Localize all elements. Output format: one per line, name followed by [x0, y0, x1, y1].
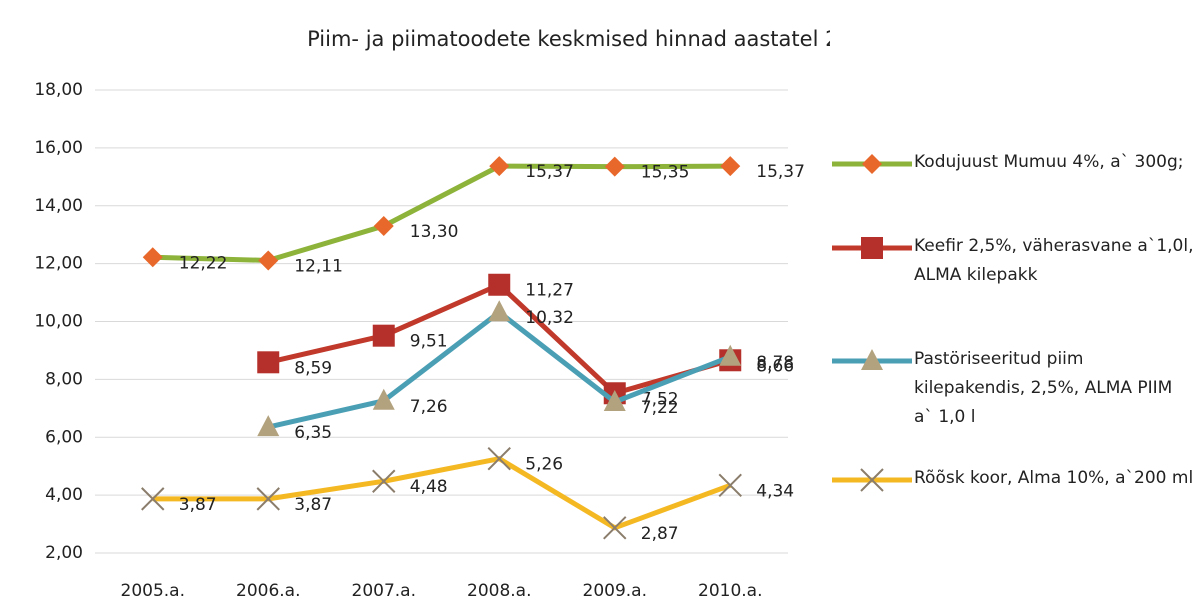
- legend-item: Kodujuust Mumuu 4%, a` 300g;: [830, 148, 1197, 177]
- data-label: 12,22: [179, 253, 228, 273]
- data-label: 2,87: [641, 524, 679, 544]
- marker: [372, 324, 395, 347]
- x-tick-label: 2009.a.: [583, 581, 648, 601]
- x-tick-label: 2006.a.: [236, 581, 301, 601]
- legend-label: Kodujuust Mumuu 4%, a` 300g;: [914, 152, 1184, 172]
- data-label: 7,26: [410, 397, 448, 417]
- data-label: 5,26: [525, 455, 563, 475]
- marker: [861, 349, 883, 370]
- legend-swatch: [832, 154, 912, 174]
- data-label: 7,22: [641, 398, 679, 418]
- x-tick-label: 2010.a.: [698, 581, 763, 601]
- marker: [256, 487, 280, 511]
- marker: [372, 388, 395, 410]
- marker: [603, 516, 627, 540]
- y-tick-label: 18,00: [34, 80, 83, 100]
- legend-item: Keefir 2,5%, väherasvane a`1,0l, ALMA ki…: [830, 232, 1197, 290]
- y-tick-label: 16,00: [34, 138, 83, 158]
- chart: Piim- ja piimatoodete keskmised hinnad a…: [34, 27, 953, 601]
- marker: [258, 250, 279, 271]
- legend-swatch: [832, 349, 912, 370]
- marker: [860, 468, 884, 492]
- y-tick-label: 6,00: [45, 427, 83, 447]
- marker: [487, 446, 511, 471]
- legend-swatch: [832, 468, 912, 492]
- y-tick-label: 4,00: [45, 485, 83, 505]
- x-tick-label: 2008.a.: [467, 581, 532, 601]
- data-label: 4,48: [410, 477, 448, 497]
- data-label: 8,59: [294, 358, 332, 378]
- data-label: 12,11: [294, 256, 343, 276]
- marker: [603, 389, 626, 411]
- marker: [372, 469, 396, 493]
- data-label: 3,87: [294, 495, 332, 515]
- legend-label: Keefir 2,5%, väherasvane a`1,0l, ALMA ki…: [914, 236, 1194, 285]
- data-label: 4,34: [756, 481, 794, 501]
- marker: [861, 237, 883, 259]
- data-label: 10,32: [525, 308, 574, 328]
- y-tick-label: 8,00: [45, 369, 83, 389]
- marker: [489, 156, 510, 177]
- series-line: [152, 163, 731, 263]
- marker: [257, 415, 280, 437]
- data-label: 7,52: [641, 389, 679, 409]
- marker: [488, 273, 511, 296]
- chart-title: Piim- ja piimatoodete keskmised hinnad a…: [307, 27, 830, 51]
- data-label: 11,27: [525, 281, 574, 301]
- data-label: 9,51: [410, 332, 448, 352]
- legend-label: Pastöriseeritud piim kilepakendis, 2,5%,…: [914, 349, 1173, 427]
- data-label: 15,37: [525, 162, 574, 182]
- legend-label: Rõõsk koor, Alma 10%, a`200 ml: [914, 468, 1194, 488]
- series-line: [152, 456, 732, 531]
- x-tick-label: 2005.a.: [121, 581, 186, 601]
- data-label: 15,35: [641, 163, 690, 183]
- legend-swatch: [832, 237, 912, 259]
- y-tick-label: 10,00: [34, 312, 83, 332]
- legend: Kodujuust Mumuu 4%, a` 300g; Keefir 2,5%,…: [830, 0, 1197, 605]
- marker: [862, 154, 882, 174]
- marker: [604, 156, 625, 177]
- marker: [488, 300, 511, 322]
- y-tick-label: 14,00: [34, 196, 83, 216]
- marker: [718, 473, 742, 497]
- x-tick-label: 2007.a.: [352, 581, 417, 601]
- legend-item: Pastöriseeritud piim kilepakendis, 2,5%,…: [830, 345, 1197, 432]
- data-label: 3,87: [179, 495, 217, 515]
- data-label: 15,37: [756, 162, 805, 182]
- marker: [141, 487, 165, 511]
- marker: [373, 216, 394, 237]
- marker: [142, 247, 163, 268]
- data-label: 8,66: [756, 356, 794, 376]
- data-label: 6,35: [294, 423, 332, 443]
- data-label: 8,78: [756, 353, 794, 373]
- legend-item: Rõõsk koor, Alma 10%, a`200 ml: [830, 464, 1197, 493]
- marker: [719, 344, 742, 366]
- marker: [720, 156, 741, 177]
- y-tick-label: 12,00: [34, 254, 83, 274]
- marker: [257, 351, 280, 374]
- data-label: 13,30: [410, 222, 459, 242]
- y-tick-label: 2,00: [45, 543, 83, 563]
